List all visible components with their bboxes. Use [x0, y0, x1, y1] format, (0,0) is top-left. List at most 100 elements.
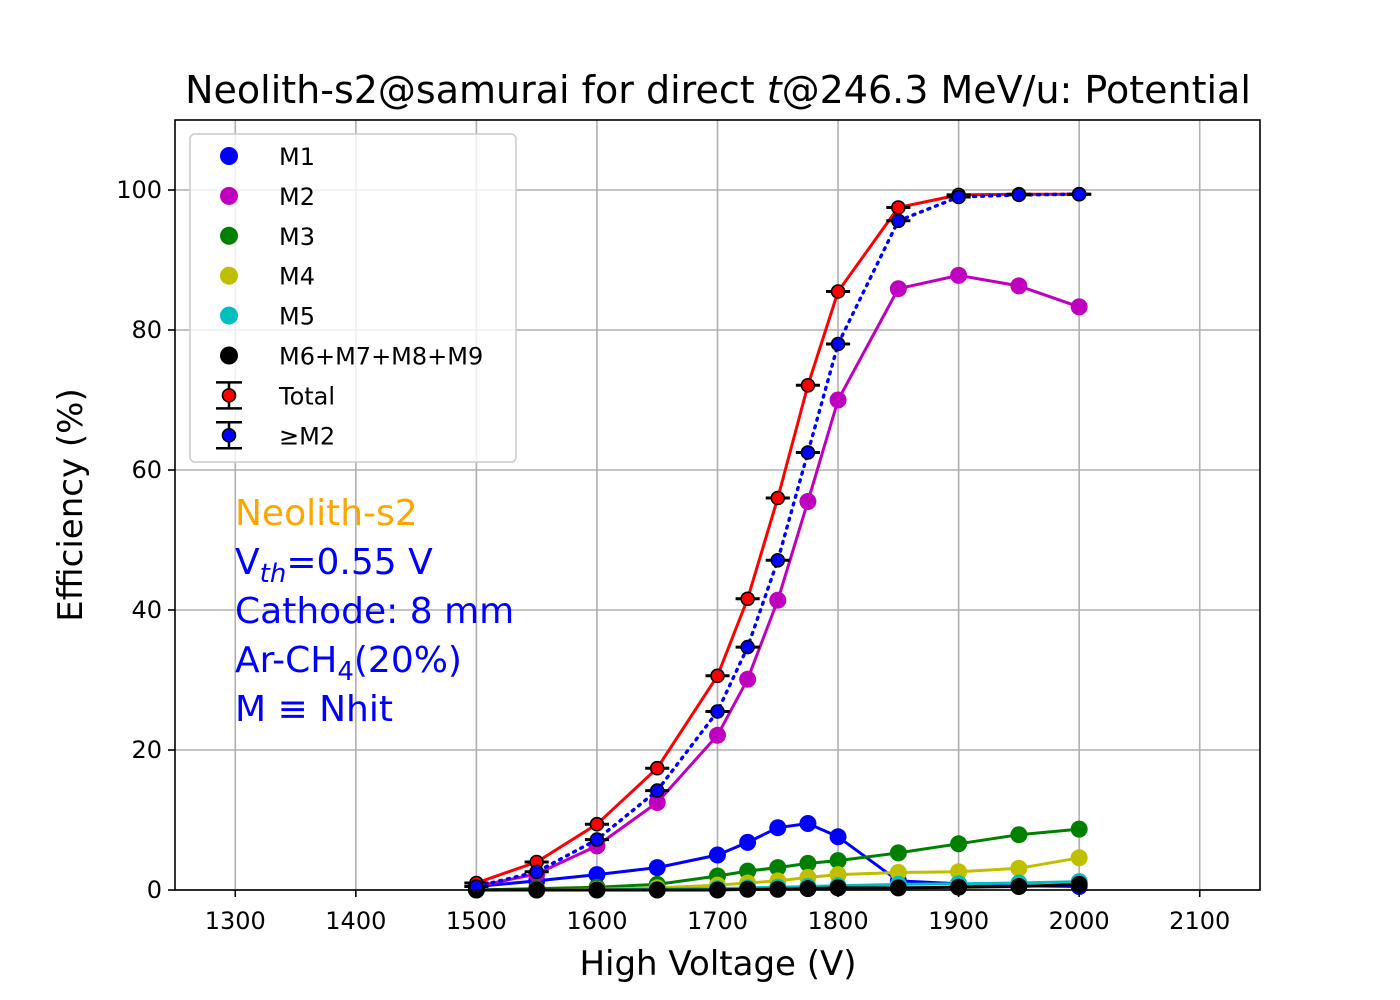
annotation-line: M ≡ Nhit: [235, 689, 393, 730]
series-6-point: [770, 490, 786, 506]
y-tick-label: 20: [131, 736, 162, 764]
series-7-point: [1011, 187, 1027, 203]
series-1-point: [739, 670, 757, 688]
y-tick-label: 100: [116, 176, 162, 204]
x-tick-label: 1800: [808, 907, 869, 935]
legend-marker: [220, 226, 238, 245]
series-0-point: [829, 828, 847, 846]
legend: M1 M2 M3 M4 M5 M6+M7+M8+M9 Total ≥M2: [189, 133, 517, 463]
x-tick-label: 1400: [325, 907, 386, 935]
series-1-point: [769, 591, 787, 609]
x-tick-label: 1900: [928, 907, 989, 935]
series-3-point: [1010, 859, 1028, 877]
series-7-point: [1071, 186, 1087, 202]
series-6-point: [589, 816, 605, 832]
legend-label: M4: [279, 263, 315, 291]
series-1-point: [648, 794, 666, 811]
series-1-point: [799, 493, 817, 510]
legend-label: M6+M7+M8+M9: [279, 343, 483, 371]
series-0-point: [739, 833, 757, 851]
series-0-point: [588, 866, 606, 884]
series-5-point: [799, 880, 817, 898]
x-tick-label: 1500: [446, 907, 507, 935]
legend-label: Total: [278, 382, 335, 410]
legend-label: M5: [279, 303, 315, 331]
series-6-point: [800, 377, 816, 393]
legend-box: [189, 133, 517, 463]
series-1-point: [1010, 277, 1028, 295]
series-2-point: [1010, 826, 1028, 844]
series-1-point: [1070, 298, 1088, 316]
legend-label: M2: [279, 183, 315, 211]
legend-marker: [221, 427, 237, 443]
series-0-point: [709, 846, 726, 864]
legend-marker: [220, 266, 238, 285]
series-7: [464, 186, 1092, 894]
legend-marker: [221, 388, 237, 403]
chart-title: Neolith-s2@samurai for direct t@246.3 Me…: [185, 68, 1251, 112]
series-3-point: [1070, 849, 1088, 867]
series-2-point: [739, 862, 757, 880]
series-1-point: [950, 266, 968, 284]
y-tick-label: 60: [131, 456, 162, 484]
series-5-point: [950, 878, 968, 896]
annotation-line: Vth=0.55 V: [235, 542, 433, 589]
series-7-point: [710, 704, 725, 719]
series-3-point: [889, 864, 907, 881]
axis-ticks: 1300 1400 1500 1600 1700 1800 1900 2000 2100 0 20 4…: [116, 176, 1230, 935]
series-5-point: [1010, 878, 1028, 895]
x-tick-label: 1700: [687, 907, 748, 935]
series-7-point: [589, 832, 605, 847]
legend-marker: [220, 186, 238, 205]
legend-label: M1: [279, 143, 315, 171]
x-tick-label: 1300: [205, 907, 266, 935]
series-7-point: [891, 213, 906, 229]
series-5-point: [889, 879, 907, 897]
x-tick-label: 2000: [1049, 907, 1110, 935]
x-axis-title: High Voltage (V): [579, 944, 856, 984]
series-0-point: [769, 819, 787, 837]
series-2-point: [829, 852, 847, 870]
series-3-point: [950, 863, 968, 881]
series-7-point: [830, 336, 846, 352]
series-6-point: [830, 284, 846, 299]
series-2-point: [799, 854, 817, 872]
series-2-point: [950, 835, 968, 853]
series-5-point: [1070, 875, 1088, 893]
annotation-line: Ar-CH4(20%): [235, 640, 462, 687]
annotation-line: Cathode: 8 mm: [235, 591, 514, 632]
legend-marker: [220, 306, 238, 325]
series-7-point: [770, 552, 786, 568]
series-7-point: [740, 639, 755, 655]
series-7-point: [649, 783, 665, 798]
series-0-point: [648, 859, 666, 877]
series-0-point: [799, 815, 817, 832]
annotation-line: Neolith-s2: [235, 493, 418, 534]
series-7-point: [529, 864, 544, 880]
series-1-point: [889, 280, 907, 298]
legend-marker: [220, 147, 238, 165]
legend-label: ≥M2: [279, 422, 335, 450]
y-axis-title: Efficiency (%): [51, 388, 91, 621]
series-7-point: [951, 189, 966, 205]
series-6-point: [891, 200, 906, 215]
legend-label: M3: [279, 223, 315, 251]
series-1-point: [829, 391, 847, 409]
legend-marker: [220, 346, 238, 365]
series-2-point: [1070, 820, 1088, 838]
series-2-point: [769, 859, 787, 877]
series-5-point: [829, 879, 847, 897]
y-tick-label: 0: [147, 876, 162, 904]
y-tick-label: 80: [131, 316, 162, 344]
x-tick-label: 2100: [1169, 907, 1230, 935]
series-6-point: [710, 668, 725, 684]
y-tick-label: 40: [131, 596, 162, 624]
series-6-point: [649, 760, 665, 776]
series-2-point: [889, 844, 907, 862]
series-6-point: [740, 591, 755, 607]
series-7-point: [800, 445, 816, 460]
series-1-point: [709, 726, 726, 744]
x-tick-label: 1600: [566, 907, 627, 935]
